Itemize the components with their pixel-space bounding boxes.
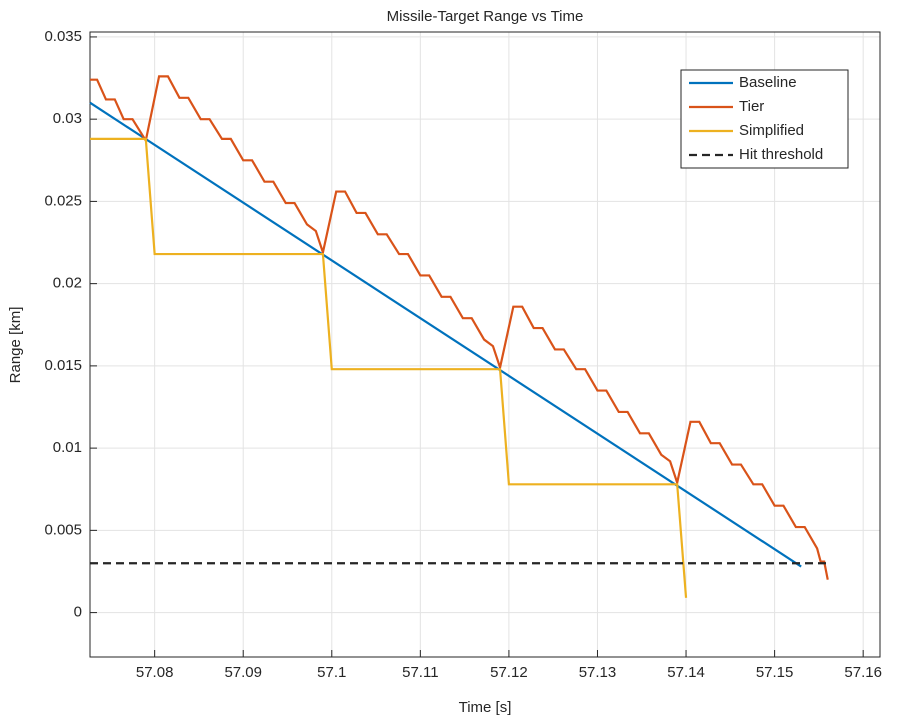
y-tick-label: 0.02 xyxy=(53,275,82,292)
y-axis-label: Range [km] xyxy=(7,307,24,384)
x-tick-label: 57.12 xyxy=(490,664,528,681)
x-tick-label: 57.08 xyxy=(136,664,174,681)
x-tick-label: 57.09 xyxy=(224,664,262,681)
chart-title: Missile-Target Range vs Time xyxy=(387,8,584,25)
y-tick-label: 0.005 xyxy=(44,521,82,538)
plot-frame xyxy=(89,31,881,658)
y-tick-label: 0 xyxy=(74,604,82,621)
line xyxy=(89,101,802,568)
y-tick-label: 0.035 xyxy=(44,28,82,45)
legend-box xyxy=(680,69,849,169)
legend-label: Simplified xyxy=(739,122,804,139)
y-tick-label: 0.015 xyxy=(44,357,82,374)
y-tick-label: 0.01 xyxy=(53,439,82,456)
legend-label: Hit threshold xyxy=(739,146,823,163)
x-tick-label: 57.1 xyxy=(317,664,346,681)
x-axis-label: Time [s] xyxy=(459,699,512,716)
legend-label: Baseline xyxy=(739,74,797,91)
x-tick-label: 57.15 xyxy=(756,664,794,681)
line xyxy=(90,137,688,598)
legend-label: Tier xyxy=(739,98,764,115)
x-tick-label: 57.16 xyxy=(844,664,882,681)
x-tick-label: 57.13 xyxy=(579,664,617,681)
x-tick-label: 57.14 xyxy=(667,664,705,681)
y-tick-label: 0.025 xyxy=(44,192,82,209)
line xyxy=(90,75,829,580)
x-tick-label: 57.11 xyxy=(402,664,438,681)
y-tick-label: 0.03 xyxy=(53,110,82,127)
